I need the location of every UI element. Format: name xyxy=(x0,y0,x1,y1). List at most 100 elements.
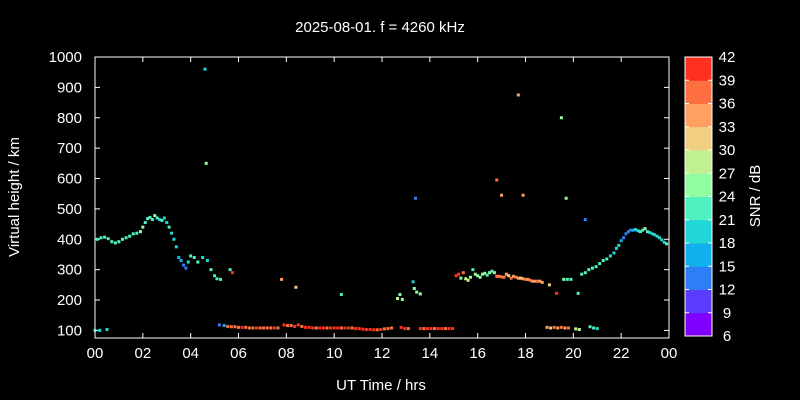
y-tick-label: 700 xyxy=(57,140,82,157)
data-point xyxy=(148,215,152,219)
data-point xyxy=(179,259,183,263)
data-point xyxy=(153,214,157,218)
data-point xyxy=(143,221,147,225)
y-tick-label: 600 xyxy=(57,171,82,188)
data-point xyxy=(512,274,516,278)
data-point xyxy=(485,273,489,277)
colorbar-segment xyxy=(685,57,712,81)
data-point xyxy=(500,275,504,279)
data-point xyxy=(204,161,208,165)
data-point xyxy=(488,271,492,275)
data-point xyxy=(583,271,587,275)
colorbar-tick-label: 42 xyxy=(719,49,736,66)
data-point xyxy=(226,324,230,328)
y-tick-label: 1000 xyxy=(49,49,82,66)
data-point xyxy=(196,260,200,264)
data-point xyxy=(203,67,207,71)
data-point xyxy=(436,327,440,331)
data-point xyxy=(562,277,566,281)
colorbar-segment xyxy=(685,80,712,104)
data-point xyxy=(605,257,609,261)
data-point xyxy=(237,325,240,329)
data-point xyxy=(219,277,223,281)
data-point xyxy=(495,274,499,278)
data-point xyxy=(552,325,556,329)
data-point xyxy=(350,326,354,330)
data-point xyxy=(588,325,592,329)
data-point xyxy=(443,327,447,331)
y-tick-label: 400 xyxy=(57,231,82,248)
x-tick-label: 12 xyxy=(374,345,391,362)
data-point xyxy=(461,271,465,275)
data-point xyxy=(254,326,258,330)
data-point xyxy=(612,251,616,255)
data-point xyxy=(650,232,654,236)
colorbar-tick-label: 27 xyxy=(719,165,736,182)
data-point xyxy=(231,271,235,275)
data-point xyxy=(471,268,475,272)
data-point xyxy=(576,291,580,295)
data-point xyxy=(614,246,618,250)
data-point xyxy=(526,277,530,281)
data-point xyxy=(399,325,403,329)
y-tick-label: 500 xyxy=(57,201,82,218)
colorbar-segment xyxy=(685,243,712,267)
data-point xyxy=(170,231,174,235)
data-point xyxy=(318,326,322,330)
data-point xyxy=(105,327,109,331)
data-point xyxy=(379,327,383,331)
data-point xyxy=(425,327,429,331)
data-point xyxy=(619,239,623,243)
data-point xyxy=(521,193,525,197)
y-tick-label: 200 xyxy=(57,292,82,309)
data-point xyxy=(282,323,286,327)
data-point xyxy=(495,178,499,182)
data-point xyxy=(300,324,304,328)
data-points xyxy=(93,67,669,332)
data-point xyxy=(492,271,496,275)
data-point xyxy=(412,286,416,290)
data-point xyxy=(549,326,553,330)
data-point xyxy=(509,276,513,280)
data-point xyxy=(490,269,494,273)
data-point xyxy=(559,325,563,329)
data-point xyxy=(233,325,237,329)
data-point xyxy=(433,327,437,331)
data-point xyxy=(478,275,482,279)
data-point xyxy=(251,326,255,330)
x-tick-label: 02 xyxy=(134,345,151,362)
data-point xyxy=(521,277,525,281)
data-point xyxy=(110,240,114,244)
data-point xyxy=(368,327,372,331)
data-point xyxy=(504,272,508,276)
data-point xyxy=(483,271,487,275)
data-point xyxy=(158,218,162,222)
data-point xyxy=(276,326,280,330)
x-tick-label: 00 xyxy=(87,345,104,362)
data-point xyxy=(272,326,276,330)
data-point xyxy=(289,324,293,328)
data-point xyxy=(244,325,248,329)
data-point xyxy=(192,255,196,259)
data-point xyxy=(265,326,269,330)
data-point xyxy=(121,237,125,241)
data-point xyxy=(528,278,532,282)
data-point xyxy=(598,262,602,266)
data-point xyxy=(538,279,542,283)
data-point xyxy=(535,279,539,283)
data-point xyxy=(648,231,652,235)
data-point xyxy=(189,254,193,258)
data-point xyxy=(565,277,569,281)
data-point xyxy=(555,291,559,295)
data-point xyxy=(447,327,451,331)
data-point xyxy=(657,236,661,240)
data-point xyxy=(213,274,217,278)
data-point xyxy=(103,235,107,239)
data-point xyxy=(240,325,244,329)
data-point xyxy=(205,259,209,263)
colorbar-tick-label: 36 xyxy=(719,96,736,113)
data-point xyxy=(468,275,472,279)
data-point xyxy=(390,326,394,330)
data-point xyxy=(325,326,329,330)
